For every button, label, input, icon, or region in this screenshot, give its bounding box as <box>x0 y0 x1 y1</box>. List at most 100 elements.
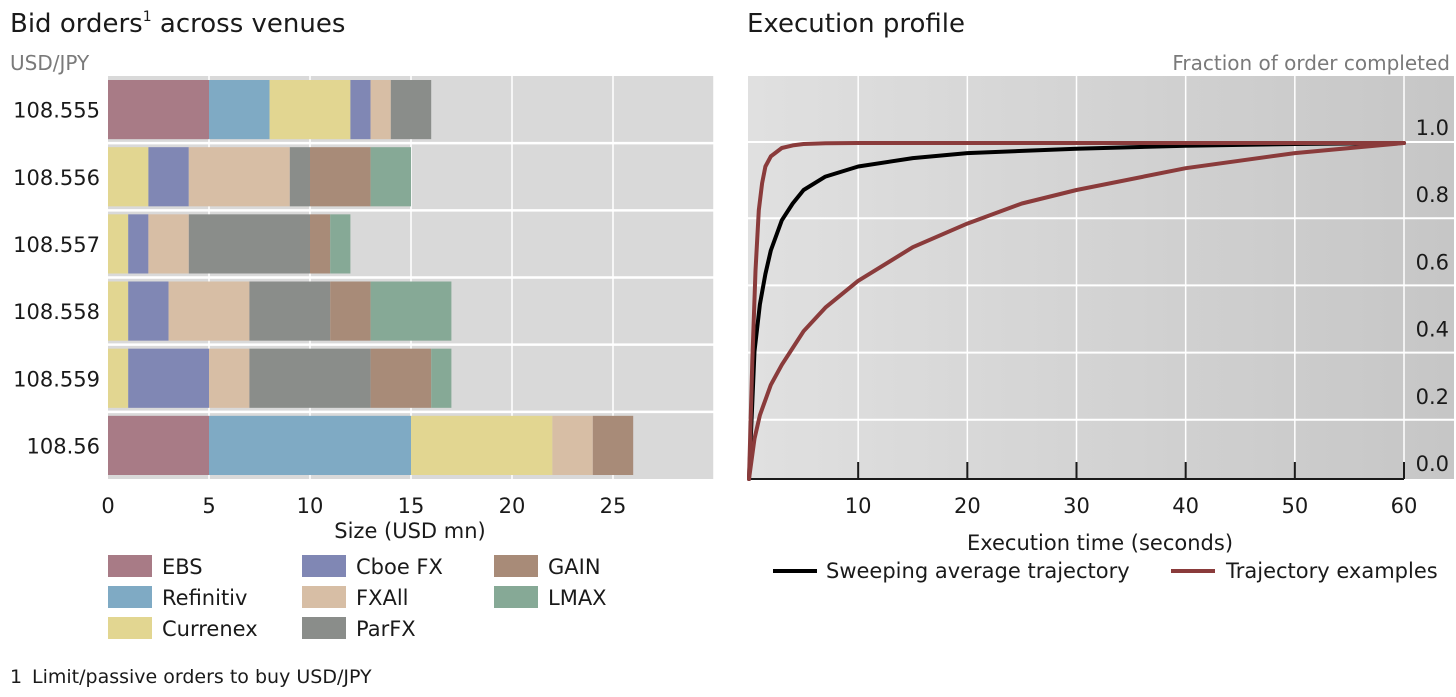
bar-segment-parfx <box>188 214 310 274</box>
left-bars <box>108 80 634 475</box>
left-x-tick-label: 25 <box>600 494 627 518</box>
category-label: 108.56 <box>27 434 100 458</box>
bar-segment-cboe-fx <box>128 348 209 408</box>
legend-item-ebs: EBS <box>108 555 203 579</box>
bar-segment-fxall <box>370 80 391 140</box>
bar-segment-gain <box>330 281 371 341</box>
legend-label: Refinitiv <box>162 586 247 610</box>
right-y-axis-title: Fraction of order completed <box>1172 51 1450 75</box>
bar-segment-parfx <box>249 348 371 408</box>
right-x-tick-label: 30 <box>1063 494 1090 518</box>
bar-segment-gain <box>370 348 432 408</box>
bar-segment-parfx <box>390 80 432 140</box>
legend-item-currenex: Currenex <box>108 617 258 641</box>
bar-segment-lmax <box>431 348 452 408</box>
legend-label: FXAll <box>356 586 409 610</box>
bar-segment-fxall <box>188 147 290 207</box>
left-x-tick-labels: 0 5 10 15 20 25 <box>101 494 626 518</box>
right-grid <box>748 76 1454 480</box>
bar-segment-currenex <box>411 415 553 475</box>
footnote-mark: 1 <box>10 666 22 688</box>
left-chart-title: Bid orders1 across venues <box>10 9 345 39</box>
legend-swatch <box>302 555 346 577</box>
right-x-tick-label: 60 <box>1391 494 1418 518</box>
bar-segment-ebs <box>108 415 209 475</box>
left-category-labels: 108.555 108.556 108.557 108.558 108.559 108.5… <box>13 99 100 459</box>
left-x-tick-label: 10 <box>297 494 324 518</box>
right-y-tick-labels: 0.0 0.2 0.4 0.6 0.8 1.0 <box>1416 116 1449 476</box>
bar-segment-lmax <box>330 214 351 274</box>
legend-swatch <box>302 586 346 608</box>
legend-swatch <box>108 555 152 577</box>
right-y-tick-label: 1.0 <box>1416 116 1449 140</box>
category-label: 108.556 <box>13 166 100 190</box>
bar-segment-cboe-fx <box>128 281 169 341</box>
legend-label: Trajectory examples <box>1225 559 1438 583</box>
right-x-tick-label: 10 <box>845 494 872 518</box>
legend-item-gain: GAIN <box>494 555 601 579</box>
category-label: 108.557 <box>13 233 100 257</box>
left-x-axis-title: Size (USD mn) <box>334 519 485 543</box>
legend-label: GAIN <box>548 555 601 579</box>
right-x-tick-label: 40 <box>1172 494 1199 518</box>
line-series-sweeping-average-trajectory <box>747 141 1406 481</box>
legend-swatch <box>494 555 538 577</box>
legend-label: Sweeping average trajectory <box>826 559 1130 583</box>
right-x-tick-labels: 10 20 30 40 50 60 <box>845 494 1418 518</box>
category-label: 108.558 <box>13 300 100 324</box>
bar-segment-fxall <box>168 281 250 341</box>
bar-segment-gain <box>310 214 331 274</box>
bar-segment-parfx <box>249 281 331 341</box>
category-label: 108.555 <box>13 99 100 123</box>
bar-segment-currenex <box>269 80 351 140</box>
right-plot-background <box>748 76 1454 479</box>
bar-segment-refinitiv <box>209 80 270 140</box>
line-series-trajectory-example-2 <box>747 141 1406 481</box>
bar-segment-gain <box>592 415 634 475</box>
legend-label: LMAX <box>548 586 607 610</box>
legend-item-trajectory-examples: Trajectory examples <box>1171 559 1438 583</box>
bar-segment-cboe-fx <box>148 147 189 207</box>
bar-segment-currenex <box>108 281 129 341</box>
right-x-axis-title: Execution time (seconds) <box>967 531 1233 555</box>
right-y-tick-label: 0.0 <box>1416 452 1449 476</box>
left-x-tick-label: 0 <box>101 494 114 518</box>
bar-segment-fxall <box>552 415 593 475</box>
left-x-tick-label: 15 <box>398 494 425 518</box>
bar-segment-gain <box>310 147 371 207</box>
legend-swatch <box>108 586 152 608</box>
legend-item-refinitiv: Refinitiv <box>108 586 247 610</box>
legend-label: Currenex <box>162 617 258 641</box>
left-grid <box>108 76 715 479</box>
left-legend: EBS Refinitiv Currenex Cboe FX FXAll ParFX GAI… <box>108 555 607 641</box>
bar-segment-lmax <box>370 281 452 341</box>
legend-label: Cboe FX <box>356 555 443 579</box>
legend-item-lmax: LMAX <box>494 586 607 610</box>
legend-item-parfx: ParFX <box>302 617 416 641</box>
right-lines <box>747 141 1406 481</box>
legend-item-fxall: FXAll <box>302 586 409 610</box>
bar-segment-ebs <box>108 80 209 140</box>
right-legend: Sweeping average trajectory Trajectory ex… <box>773 559 1438 583</box>
bar-segment-cboe-fx <box>128 214 149 274</box>
bar-segment-currenex <box>108 348 129 408</box>
right-y-tick-label: 0.8 <box>1416 183 1449 207</box>
left-y-unit-label: USD/JPY <box>10 51 90 75</box>
right-y-tick-label: 0.4 <box>1416 318 1449 342</box>
bar-segment-fxall <box>148 214 189 274</box>
legend-item-sweeping-average-trajectory: Sweeping average trajectory <box>773 559 1130 583</box>
bar-segment-refinitiv <box>209 415 411 475</box>
right-y-tick-label: 0.6 <box>1416 250 1449 274</box>
legend-item-cboe-fx: Cboe FX <box>302 555 443 579</box>
right-chart-title: Execution profile <box>747 9 965 39</box>
footnote-text: Limit/passive orders to buy USD/JPY <box>32 666 372 688</box>
bar-segment-parfx <box>289 147 310 207</box>
legend-swatch <box>108 617 152 639</box>
right-y-tick-label: 0.2 <box>1416 385 1449 409</box>
category-label: 108.559 <box>13 367 100 391</box>
right-x-tick-label: 20 <box>954 494 981 518</box>
bar-segment-lmax <box>370 147 411 207</box>
line-series-trajectory-examples <box>747 141 1406 481</box>
legend-label: EBS <box>162 555 203 579</box>
